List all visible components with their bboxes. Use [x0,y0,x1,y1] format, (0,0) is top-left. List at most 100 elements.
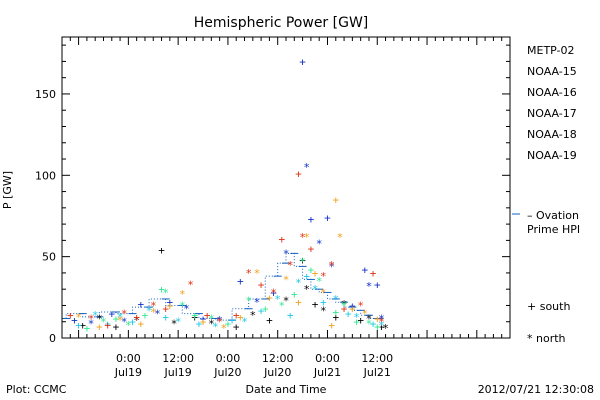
marker-noaa-17-7: * [179,299,186,312]
marker-noaa-16-19: * [332,293,339,306]
marker-metp-02-17: * [341,298,348,311]
x-tick-label-time-24: 0:00 [216,352,241,365]
x-axis-label: Date and Time [246,383,327,396]
marker-noaa-18-14: * [303,231,310,244]
legend-noaa-19: NOAA-19 [527,149,577,162]
marker-noaa-16-21: * [353,311,360,324]
marker-noaa-16-23: * [378,319,385,332]
marker-noaa-19-24: * [378,316,385,329]
marker-noaa-18-2: * [117,314,124,327]
marker-noaa-15-21: + [362,264,369,277]
legend-noaa-18: NOAA-18 [527,128,577,141]
marker-noaa-19-7: * [187,278,194,291]
marker-metp-02-12: + [299,254,306,267]
y-tick-label-50: 50 [42,251,56,264]
marker-noaa-15-20: + [349,299,356,312]
marker-noaa-16-14: + [287,309,294,322]
marker-noaa-18-0: * [75,311,82,324]
x-tick-label-date-36: Jul20 [263,366,291,379]
marker-noaa-18-8: * [220,322,227,335]
x-tick-label-time-36: 12:00 [262,352,294,365]
marker-noaa-19-5: * [150,299,157,312]
marker-noaa-17-19: * [341,299,348,312]
marker-metp-02-5: * [171,317,178,330]
marker-metp-02-9: * [250,309,257,322]
marker-noaa-16-16: + [303,270,310,283]
x-tick-label-time-12: 12:00 [162,352,194,365]
marker-metp-02-19: * [366,312,373,325]
footer-timestamp: 2012/07/21 12:30:08 [478,383,594,396]
marker-noaa-17-3: * [125,319,132,332]
marker-noaa-15-15: * [303,161,310,174]
marker-noaa-19-1: * [88,312,95,325]
plot-frame [61,36,511,339]
marker-noaa-19-19: * [320,270,327,283]
marker-noaa-19-4: + [133,311,140,324]
marker-noaa-19-2: + [104,319,111,332]
marker-noaa-18-19: * [337,231,344,244]
marker-noaa-18-6: * [179,288,186,301]
marker-noaa-16-20: + [345,308,352,321]
x-tick-label-time-60: 12:00 [361,352,393,365]
marker-metp-02-6: + [191,311,198,324]
marker-metp-02-10: + [266,314,273,327]
marker-noaa-16-13: * [274,293,281,306]
marker-noaa-19-10: + [233,309,240,322]
marker-noaa-18-15: + [312,267,319,280]
x-tick-label-date-60: Jul21 [363,366,391,379]
marker-noaa-17-10: + [225,317,232,330]
marker-noaa-17-5: + [158,283,165,296]
marker-noaa-17-9: * [208,312,215,325]
marker-noaa-16-22: + [370,317,377,330]
marker-noaa-18-3: + [138,317,145,330]
marker-noaa-19-16: + [295,168,302,181]
marker-noaa-19-6: + [162,303,169,316]
marker-metp-02-18: + [357,314,364,327]
marker-metp-02-16: + [332,311,339,324]
marker-metp-02-8: + [233,321,240,334]
marker-metp-02-2: + [113,321,120,334]
marker-noaa-15-5: * [154,308,161,321]
marker-noaa-18-13: + [295,296,302,309]
marker-noaa-17-17: * [316,275,323,288]
legend-noaa-15: NOAA-15 [527,65,577,78]
marker-noaa-18-5: + [167,299,174,312]
marker-noaa-19-18: + [308,243,315,256]
marker-noaa-15-19: * [328,260,335,273]
x-tick-label-date-48: Jul21 [313,366,341,379]
marker-noaa-15-2: + [108,308,115,321]
marker-noaa-15-16: + [308,213,315,226]
ovation-hpi-line [65,252,384,321]
marker-noaa-16-9: * [212,321,219,334]
marker-noaa-16-12: + [258,304,265,317]
marker-noaa-16-0: + [75,319,82,332]
marker-noaa-19-20: * [328,259,335,272]
marker-noaa-18-20: + [349,303,356,316]
marker-noaa-18-10: * [254,267,261,280]
marker-noaa-15-4: + [138,298,145,311]
marker-noaa-16-5: * [146,304,153,317]
marker-noaa-17-20: + [353,316,360,329]
legend: – Ovation Prime HPI + south * north METP… [512,44,580,345]
marker-noaa-18-9: + [237,311,244,324]
legend-noaa-16: NOAA-16 [527,86,577,99]
marker-noaa-17-12: + [262,303,269,316]
marker-noaa-19-22: * [357,299,364,312]
marker-noaa-19-3: * [121,308,128,321]
marker-noaa-17-4: + [142,309,149,322]
marker-noaa-19-8: + [204,309,211,322]
marker-noaa-17-15: * [299,256,306,269]
marker-noaa-15-12: + [270,286,277,299]
x-tick-label-date-12: Jul19 [164,366,192,379]
footer-plot-credit: Plot: CCMC [6,383,67,396]
marker-noaa-18-21: * [362,308,369,321]
y-tick-label-150: 150 [35,88,56,101]
marker-noaa-15-18: + [324,212,331,225]
marker-noaa-18-22: + [374,312,381,325]
marker-noaa-17-13: * [279,299,286,312]
marker-metp-02-20: + [378,321,385,334]
marker-noaa-17-16: + [308,264,315,277]
marker-noaa-15-23: + [374,278,381,291]
marker-noaa-19-9: * [216,316,223,329]
